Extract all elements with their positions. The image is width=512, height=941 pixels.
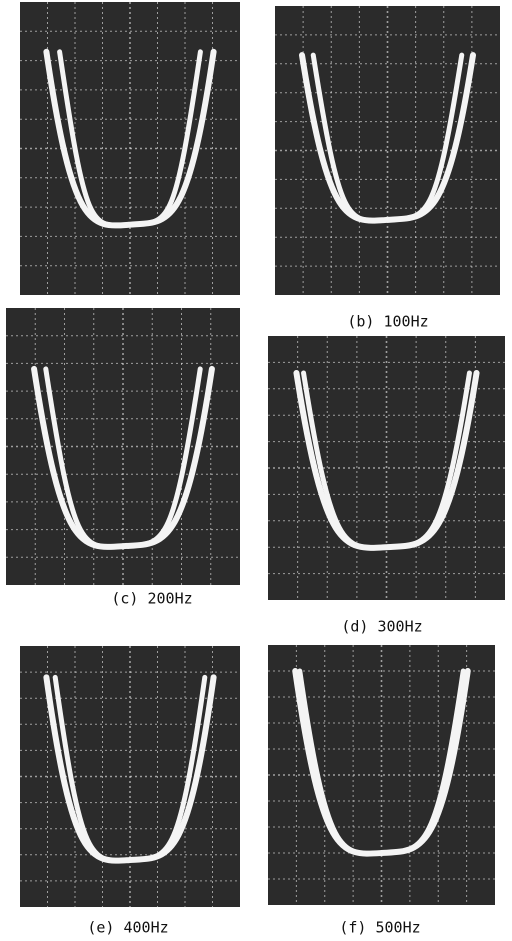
trace (57, 49, 203, 228)
panel: (b) 100Hz (275, 6, 500, 331)
trace (297, 668, 466, 857)
caption: (c) 200Hz (111, 590, 192, 608)
trace (43, 366, 203, 550)
panel: (d) 300Hz (268, 336, 505, 636)
caption: (b) 100Hz (347, 313, 428, 331)
panel: (e) 400Hz (20, 646, 240, 937)
panel: (c) 200Hz (6, 308, 240, 608)
caption: (f) 500Hz (339, 919, 420, 937)
panel: (f) 500Hz (268, 645, 495, 937)
caption: (d) 300Hz (341, 618, 422, 636)
trace (301, 370, 472, 551)
trace (310, 52, 465, 224)
caption: (e) 400Hz (87, 919, 168, 937)
trace (52, 674, 208, 864)
panel: (a) 60Hz (20, 2, 240, 331)
